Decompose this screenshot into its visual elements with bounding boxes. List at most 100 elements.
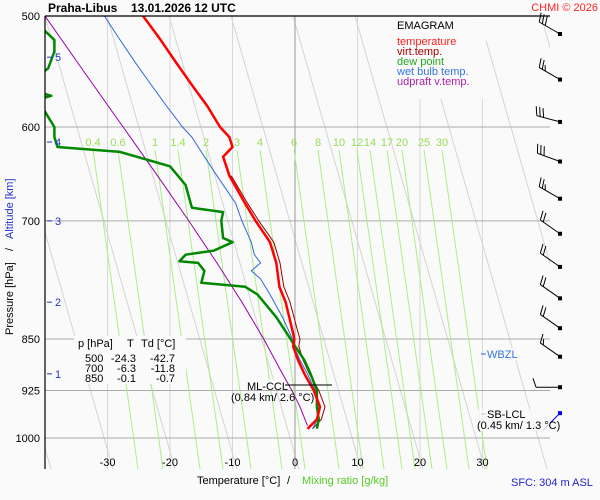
wind-barb [539,333,562,359]
table-t-850: -0.1 [117,373,136,385]
station-name: Praha-Libus [48,1,118,15]
mixing-ratio-label: 6 [291,137,297,149]
mixing-ratio-line [293,149,340,469]
wind-barb [536,143,562,164]
altitude-tick-label: 2 [55,297,61,309]
wind-barb-station [558,159,562,164]
y-tick-label: 500 [22,11,40,23]
axis-labels: -30 -20 -10 0 10 20 30500600700850925100012345… [16,11,489,469]
mixing-ratio-label: 0.6 [110,137,125,149]
wind-barb-flag [539,210,544,221]
x-tick-label: 10 [351,457,363,469]
altitude-tick-label: 1 [55,369,61,381]
wind-barb-flag [542,245,547,256]
mixing-ratio-line [386,149,433,469]
altitude-tick-label: 3 [55,216,61,228]
wind-barb [532,378,562,390]
series-temperature [142,16,322,430]
table-header-p: p [hPa] [78,338,113,350]
mixing-ratio-label: 30 [436,137,448,149]
wind-barb-flag [538,58,542,68]
ml-ccl-value: (0.84 km/ 2.6 °C) [231,392,314,404]
wind-barb-staff [538,67,561,80]
wind-barb-flag [544,16,548,26]
series-udpraft-v-temp [45,16,308,426]
wind-barb-station [558,31,562,36]
wind-barb-flag [542,277,547,287]
adiabat-line [106,16,238,469]
wind-barb-flag [539,107,541,117]
table-t-700: -6.3 [117,363,136,375]
mixing-ratio-label: 1.4 [170,137,185,149]
table-td-500: -42.7 [150,353,175,365]
adiabat-line [540,16,550,50]
mixing-ratio-line [154,149,201,469]
table-box [74,336,186,384]
mixing-ratio-line [92,149,139,469]
table-td-850: -0.7 [156,373,175,385]
wind-barb-flag [539,333,544,344]
mixing-ratio-label: 10 [333,137,345,149]
wind-barb [539,275,562,301]
y-axis-title: Pressure [hPa] / Altitude [km] [4,178,16,335]
mixing-ratio-line [356,149,403,469]
wind-barb-staff [540,342,561,358]
wind-barb-staff [540,252,561,268]
wind-barb-station [558,385,562,390]
ml-ccl-label-bg [245,380,285,390]
wind-barb-station [558,411,562,416]
mixing-ratio-line [423,149,470,469]
legend-box [394,17,486,99]
x-axis-separator: / [287,475,291,487]
wind-barb [538,58,562,82]
wind-barb-staff [540,314,561,329]
mixing-ratio-line [317,149,364,469]
wind-barb-station [558,77,562,82]
wind-barb [538,177,562,201]
legend-temperature: temperature [397,36,456,48]
wind-barb-flag [541,179,545,189]
mixing-ratio-label: 25 [418,137,430,149]
table-p-700: 700 [85,363,103,375]
adiabat-line [478,16,550,266]
wind-barb-flag [542,108,545,118]
copyright: CHMI © 2026 [531,2,598,14]
mixing-ratio-label: 17 [381,137,393,149]
x-tick-label: -20 [162,457,178,469]
wind-barb-staff [536,115,561,123]
y-tick-label: 925 [22,386,40,398]
mixing-ratio-line [205,149,252,469]
x-tick-label: -30 [100,457,116,469]
mixing-ratio-label: 8 [315,137,321,149]
x-tick-label: 30 [476,457,488,469]
y-tick-label: 700 [22,216,40,228]
mixing-ratio-label: 20 [396,137,408,149]
mixing-ratio-label: 0.4 [85,137,100,149]
wind-barb [538,12,562,36]
adiabat-line [230,16,362,469]
wind-barb-flag [535,106,538,116]
mixing-ratio-line [177,149,224,469]
legend-dew-point: dew point [397,56,444,68]
wind-barb-flag [541,14,545,24]
ml-ccl-label: ML-CCL [247,381,288,393]
y-tick-label: 1000 [16,433,40,445]
wind-barb-flag [539,275,544,285]
x-axis-label: Temperature [°C] [197,475,280,487]
adiabat-line [45,230,114,469]
mixing-ratio-line [338,149,385,469]
table-p-500: 500 [85,353,103,365]
adiabat-line [45,446,52,469]
sfc-altitude: SFC: 304 m ASL [511,477,593,489]
mixing-ratio-line [401,149,448,469]
mixing-ratio-line [259,149,306,469]
table-p-850: 850 [85,373,103,385]
sb-lcl-label: SB-LCL [487,409,526,421]
legend-updraft: udpraft v.temp. [397,76,470,88]
wind-barb-staff [540,219,561,235]
wind-barb-station [558,264,562,269]
wind-barb-staff [537,152,561,162]
x-tick-label: 20 [414,457,426,469]
mixing-ratio-label: 3 [234,137,240,149]
mixing-ratio-line [369,149,416,469]
